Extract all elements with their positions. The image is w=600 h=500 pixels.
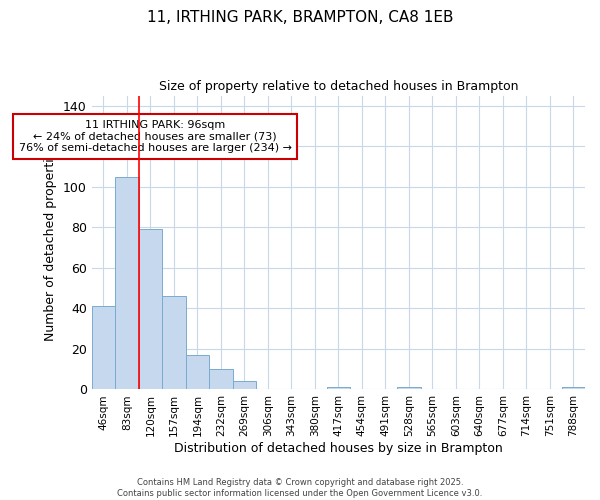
Title: Size of property relative to detached houses in Brampton: Size of property relative to detached ho…: [158, 80, 518, 93]
Bar: [115, 176, 139, 390]
Bar: [185, 355, 209, 390]
Bar: [92, 306, 115, 390]
Bar: [562, 388, 585, 390]
Bar: [162, 296, 185, 390]
Bar: [326, 388, 350, 390]
X-axis label: Distribution of detached houses by size in Brampton: Distribution of detached houses by size …: [174, 442, 503, 455]
Bar: [209, 369, 233, 390]
Text: Contains HM Land Registry data © Crown copyright and database right 2025.
Contai: Contains HM Land Registry data © Crown c…: [118, 478, 482, 498]
Text: 11, IRTHING PARK, BRAMPTON, CA8 1EB: 11, IRTHING PARK, BRAMPTON, CA8 1EB: [147, 10, 453, 25]
Y-axis label: Number of detached properties: Number of detached properties: [44, 144, 58, 341]
Bar: [233, 382, 256, 390]
Bar: [397, 388, 421, 390]
Text: 11 IRTHING PARK: 96sqm
← 24% of detached houses are smaller (73)
76% of semi-det: 11 IRTHING PARK: 96sqm ← 24% of detached…: [19, 120, 292, 153]
Bar: [139, 230, 162, 390]
